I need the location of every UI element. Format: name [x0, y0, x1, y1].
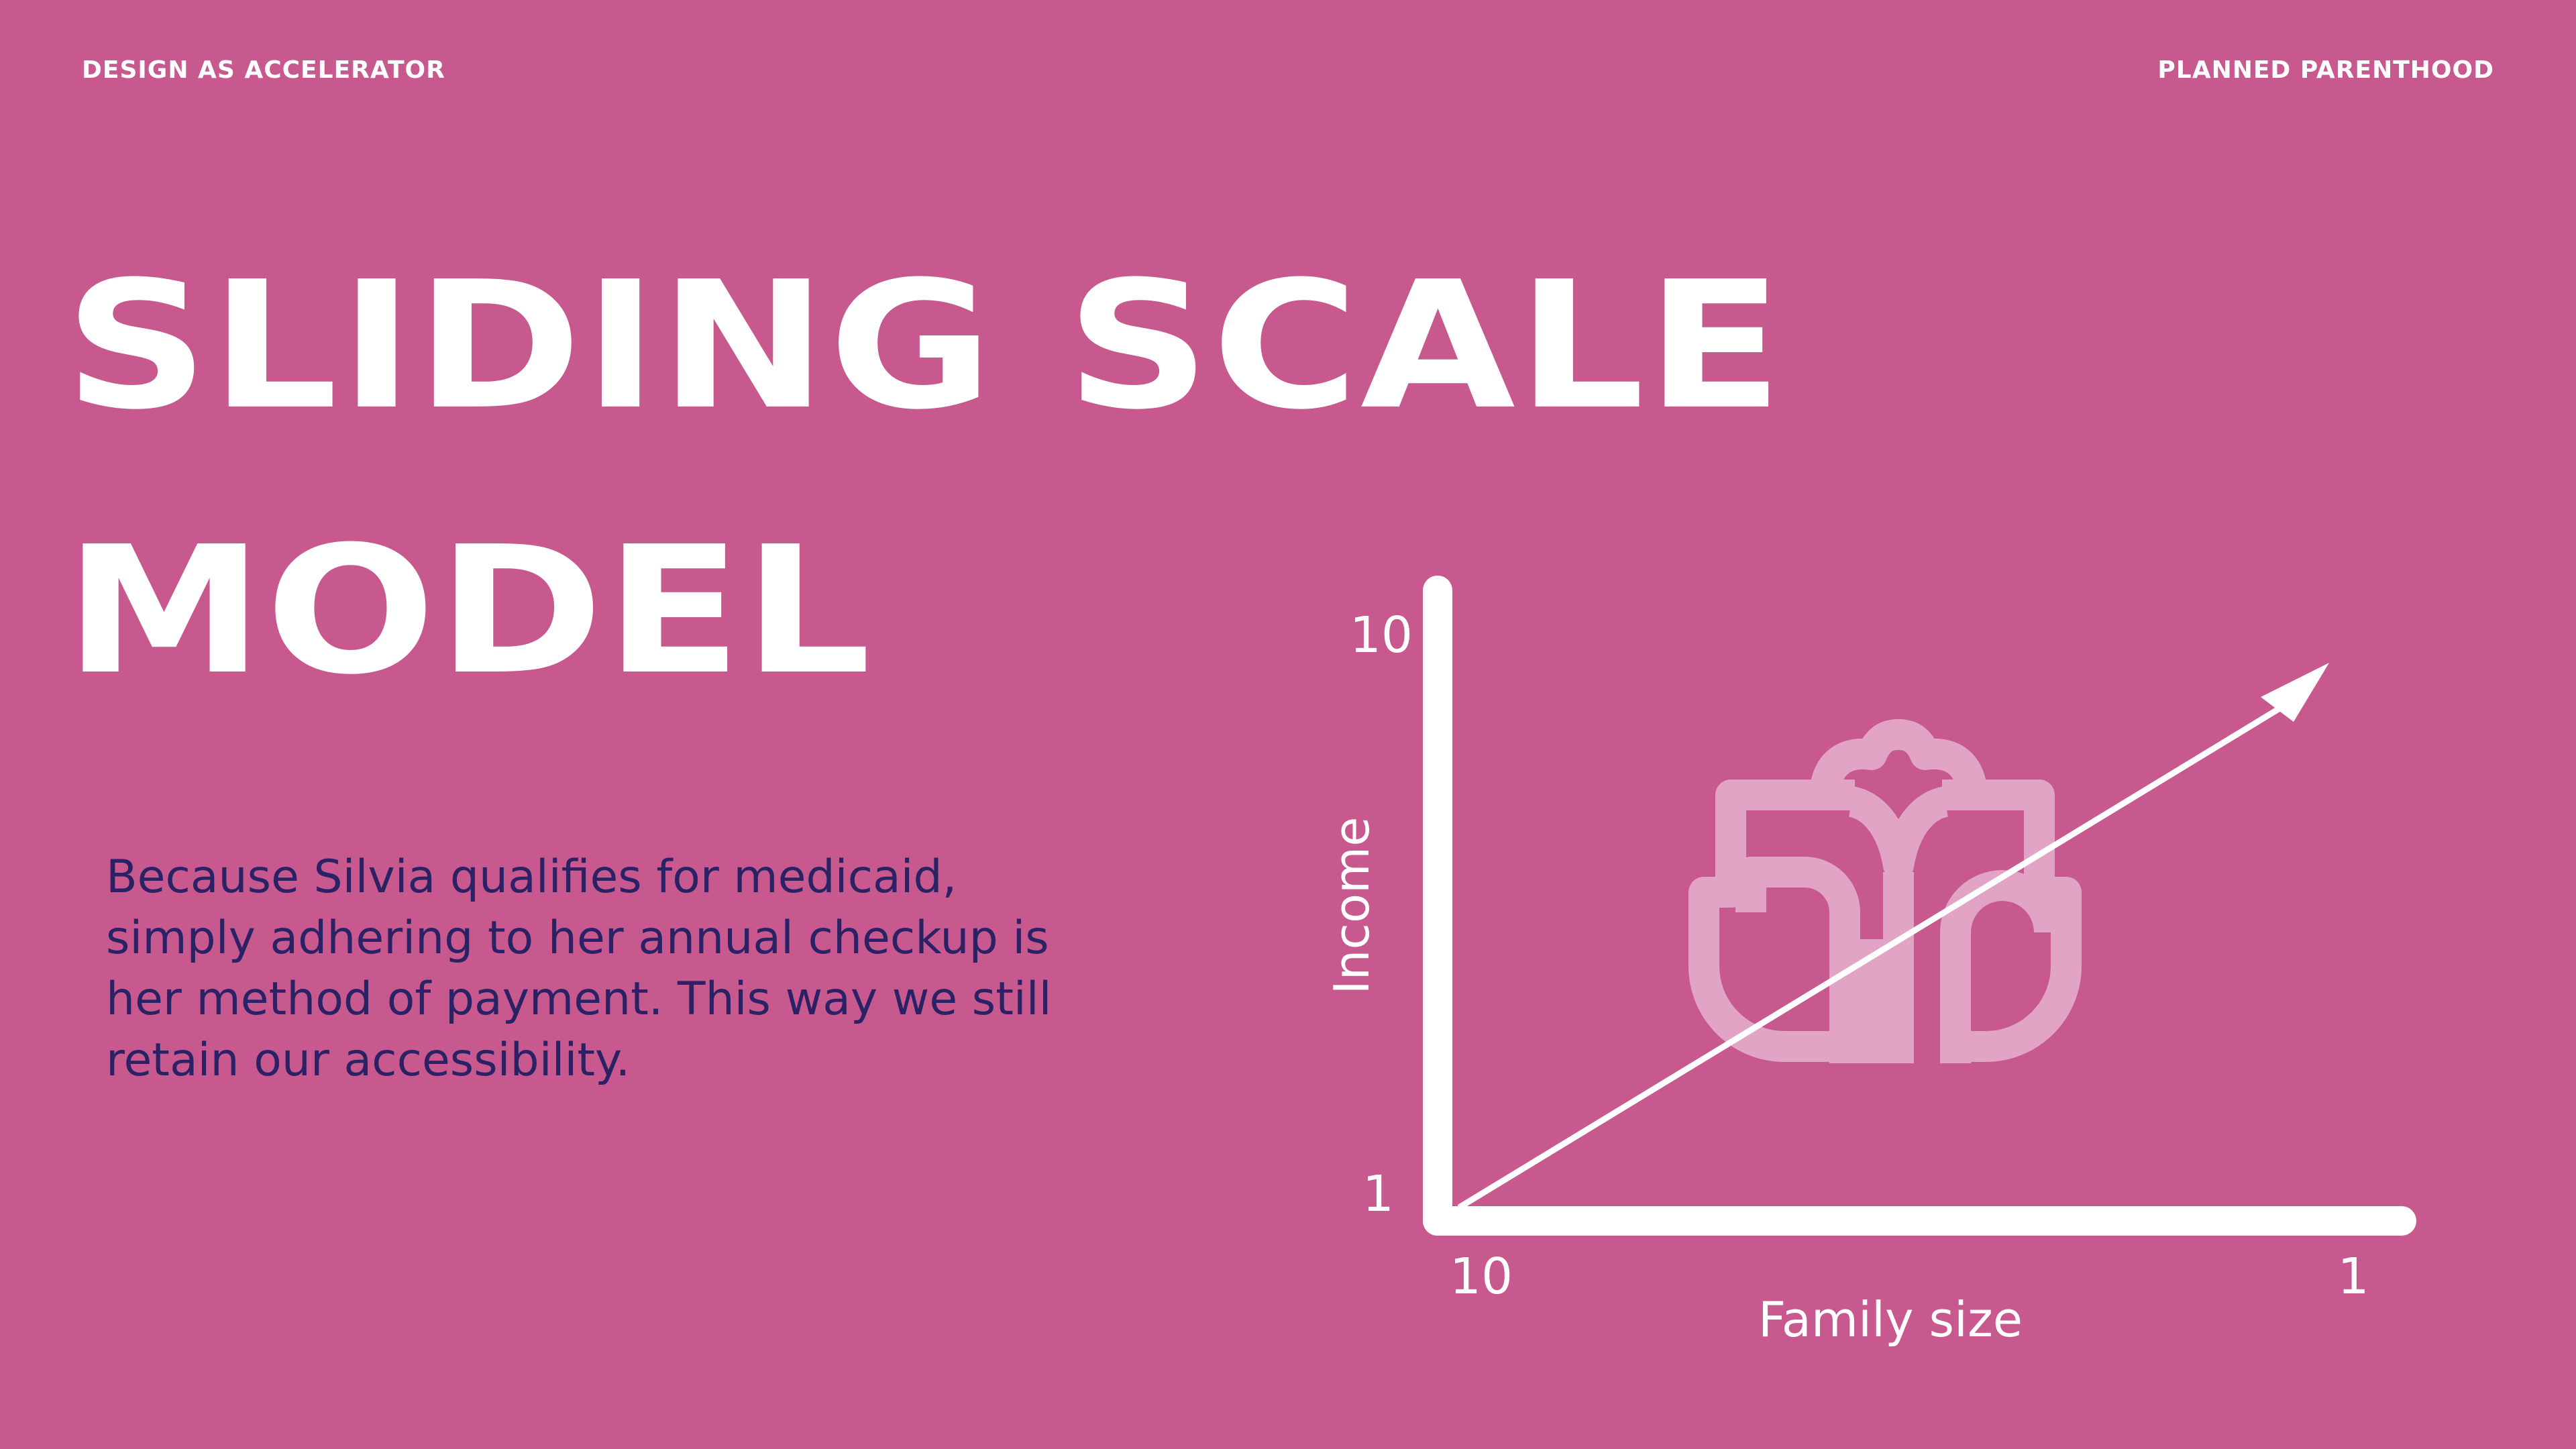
trend-arrow [1457, 663, 2329, 1210]
y-axis-label: Income [1324, 817, 1380, 995]
header-right-label: PLANNED PARENTHOOD [2157, 56, 2494, 84]
x-axis-label: Family size [1758, 1291, 2023, 1348]
slide-title-line-1: SLIDING SCALE [64, 244, 1785, 448]
arrow-head-icon [2261, 663, 2329, 722]
trend-line [1457, 702, 2288, 1210]
slide-title: SLIDING SCALE MODEL [64, 213, 1784, 743]
x-tick-left: 10 [1450, 1248, 1513, 1305]
planned-parenthood-logo-icon [1688, 719, 2082, 1063]
body-paragraph: Because Silvia qualifies for medicaid, s… [106, 851, 1052, 1087]
header-left-label: DESIGN AS ACCELERATOR [82, 56, 445, 84]
x-tick-right: 1 [2337, 1248, 2369, 1305]
axes [1423, 576, 2416, 1236]
y-tick-bottom: 1 [1362, 1165, 1394, 1223]
y-tick-top: 10 [1350, 606, 1413, 664]
slide-title-line-2: MODEL [64, 508, 873, 713]
